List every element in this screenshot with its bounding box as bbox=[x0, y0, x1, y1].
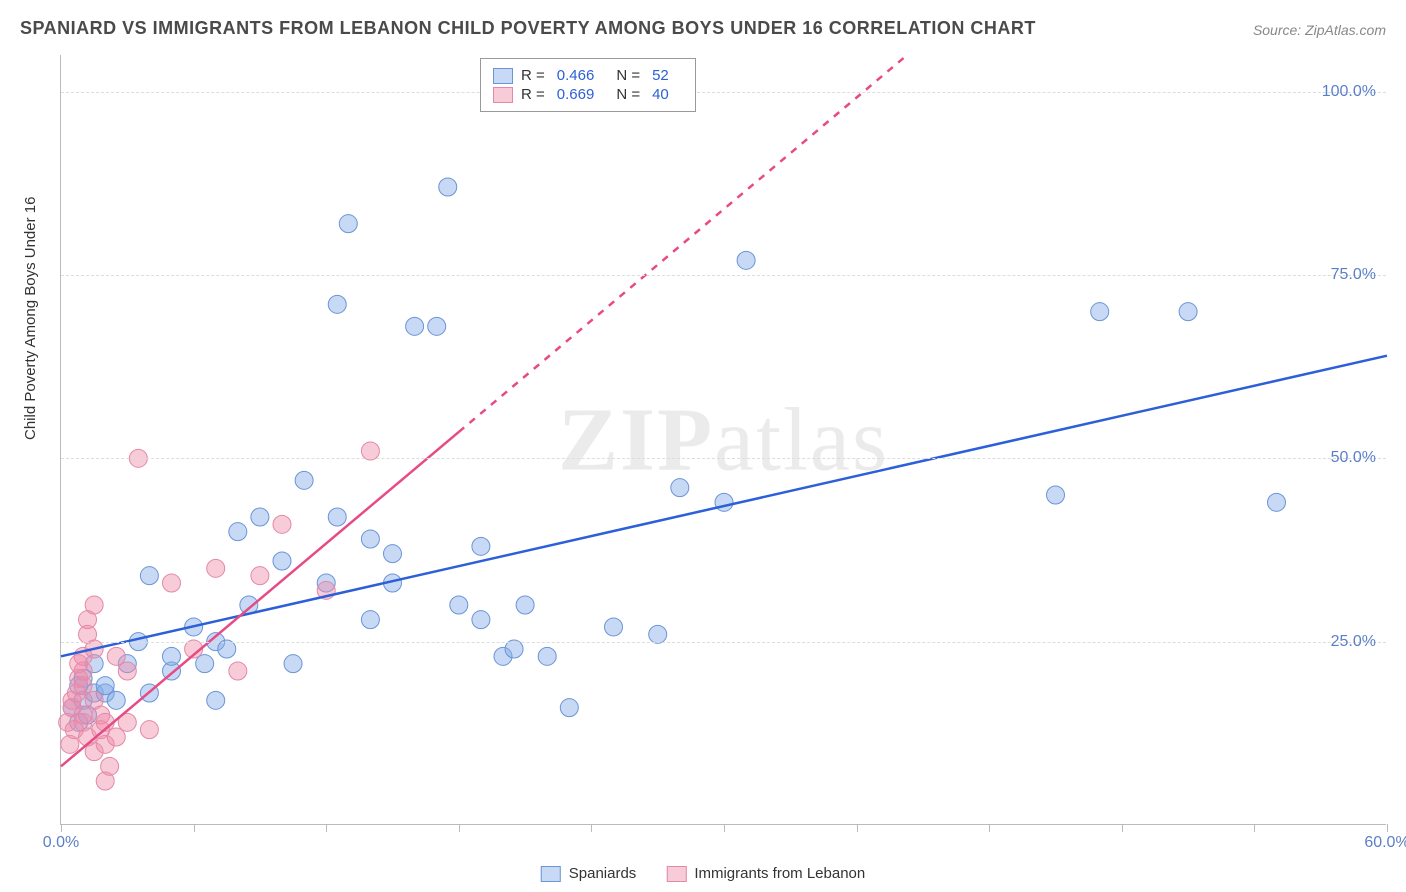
scatter-point bbox=[140, 567, 158, 585]
x-tick bbox=[591, 824, 592, 832]
scatter-point bbox=[384, 545, 402, 563]
x-tick bbox=[1254, 824, 1255, 832]
scatter-point bbox=[196, 655, 214, 673]
scatter-point bbox=[295, 471, 313, 489]
scatter-point bbox=[273, 515, 291, 533]
scatter-point bbox=[273, 552, 291, 570]
scatter-point bbox=[140, 721, 158, 739]
trend-line bbox=[61, 432, 459, 766]
scatter-point bbox=[361, 611, 379, 629]
y-tick-label: 25.0% bbox=[1331, 633, 1376, 651]
scatter-point bbox=[1179, 303, 1197, 321]
scatter-point bbox=[107, 728, 125, 746]
grid-line bbox=[61, 92, 1386, 93]
scatter-point bbox=[251, 567, 269, 585]
n-value: 40 bbox=[652, 86, 669, 103]
x-tick bbox=[989, 824, 990, 832]
scatter-point bbox=[74, 706, 92, 724]
grid-line bbox=[61, 642, 1386, 643]
scatter-point bbox=[361, 442, 379, 460]
scatter-point bbox=[505, 640, 523, 658]
n-label: N = bbox=[616, 67, 640, 84]
scatter-point bbox=[450, 596, 468, 614]
scatter-point bbox=[96, 677, 114, 695]
n-label: N = bbox=[616, 86, 640, 103]
y-tick-label: 75.0% bbox=[1331, 266, 1376, 284]
x-tick bbox=[326, 824, 327, 832]
scatter-point bbox=[649, 625, 667, 643]
scatter-point bbox=[406, 317, 424, 335]
scatter-point bbox=[472, 537, 490, 555]
n-value: 52 bbox=[652, 67, 669, 84]
legend-label: Immigrants from Lebanon bbox=[694, 865, 865, 882]
scatter-point bbox=[107, 691, 125, 709]
stats-legend-box: R = 0.466 N = 52 R = 0.669 N = 40 bbox=[480, 58, 696, 112]
x-tick bbox=[857, 824, 858, 832]
scatter-point bbox=[538, 647, 556, 665]
plot-area: ZIPatlas 25.0%50.0%75.0%100.0%0.0%60.0% bbox=[60, 55, 1386, 825]
trend-line bbox=[61, 356, 1387, 657]
scatter-point bbox=[328, 508, 346, 526]
grid-line bbox=[61, 458, 1386, 459]
scatter-point bbox=[516, 596, 534, 614]
y-tick-label: 50.0% bbox=[1331, 449, 1376, 467]
stats-row: R = 0.466 N = 52 bbox=[493, 67, 683, 84]
scatter-point bbox=[251, 508, 269, 526]
legend-item: Immigrants from Lebanon bbox=[666, 865, 865, 882]
x-tick-label: 60.0% bbox=[1364, 834, 1406, 852]
stats-row: R = 0.669 N = 40 bbox=[493, 86, 683, 103]
scatter-point bbox=[229, 523, 247, 541]
x-tick bbox=[194, 824, 195, 832]
scatter-point bbox=[207, 691, 225, 709]
legend-swatch bbox=[493, 68, 513, 84]
scatter-point bbox=[671, 479, 689, 497]
grid-line bbox=[61, 275, 1386, 276]
scatter-point bbox=[1047, 486, 1065, 504]
scatter-point bbox=[428, 317, 446, 335]
legend-swatch bbox=[541, 866, 561, 882]
scatter-point bbox=[560, 699, 578, 717]
r-label: R = bbox=[521, 86, 545, 103]
x-tick bbox=[724, 824, 725, 832]
chart-svg bbox=[61, 55, 1386, 824]
scatter-point bbox=[361, 530, 379, 548]
bottom-legend: Spaniards Immigrants from Lebanon bbox=[541, 865, 865, 882]
scatter-point bbox=[118, 662, 136, 680]
scatter-point bbox=[339, 215, 357, 233]
r-value: 0.466 bbox=[557, 67, 595, 84]
scatter-point bbox=[1091, 303, 1109, 321]
x-tick bbox=[1122, 824, 1123, 832]
source-attribution: Source: ZipAtlas.com bbox=[1253, 22, 1386, 38]
scatter-point bbox=[284, 655, 302, 673]
legend-swatch bbox=[493, 87, 513, 103]
r-value: 0.669 bbox=[557, 86, 595, 103]
scatter-point bbox=[229, 662, 247, 680]
legend-label: Spaniards bbox=[569, 865, 637, 882]
chart-title: SPANIARD VS IMMIGRANTS FROM LEBANON CHIL… bbox=[20, 18, 1036, 39]
scatter-point bbox=[107, 647, 125, 665]
scatter-point bbox=[101, 757, 119, 775]
x-tick bbox=[1387, 824, 1388, 832]
scatter-point bbox=[605, 618, 623, 636]
scatter-point bbox=[472, 611, 490, 629]
scatter-point bbox=[85, 596, 103, 614]
scatter-point bbox=[218, 640, 236, 658]
scatter-point bbox=[207, 559, 225, 577]
scatter-point bbox=[1268, 493, 1286, 511]
r-label: R = bbox=[521, 67, 545, 84]
x-tick bbox=[61, 824, 62, 832]
y-axis-title: Child Poverty Among Boys Under 16 bbox=[22, 197, 39, 440]
scatter-point bbox=[737, 251, 755, 269]
scatter-point bbox=[163, 647, 181, 665]
legend-item: Spaniards bbox=[541, 865, 637, 882]
scatter-point bbox=[163, 574, 181, 592]
legend-swatch bbox=[666, 866, 686, 882]
scatter-point bbox=[328, 295, 346, 313]
x-tick bbox=[459, 824, 460, 832]
y-tick-label: 100.0% bbox=[1322, 83, 1376, 101]
x-tick-label: 0.0% bbox=[43, 834, 79, 852]
scatter-point bbox=[439, 178, 457, 196]
